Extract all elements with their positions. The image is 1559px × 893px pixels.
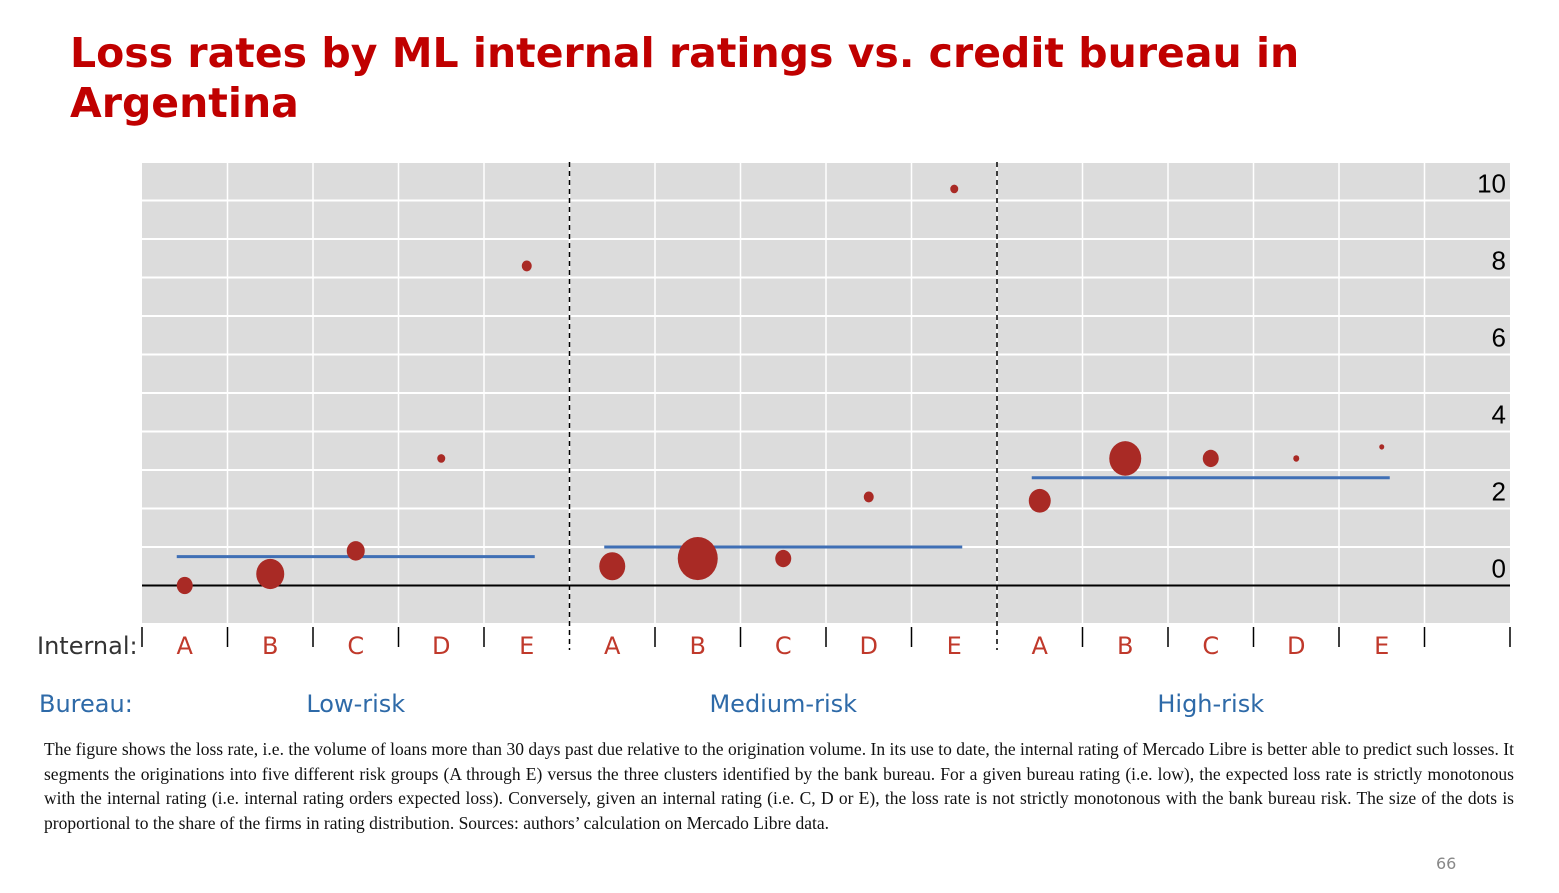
bureau-group-label: High-risk bbox=[1157, 690, 1264, 718]
data-point bbox=[775, 549, 792, 568]
y-tick-label: 6 bbox=[1492, 323, 1506, 353]
loss-rate-chart: 0 2 4 6 8 10 Internal: Bureau: A B C D E Low-risk A B C D… bbox=[37, 161, 1511, 718]
slide-title: Loss rates by ML internal ratings vs. cr… bbox=[70, 29, 1300, 127]
figure-note: The figure shows the loss rate, i.e. the… bbox=[44, 739, 1514, 833]
y-tick-label: 0 bbox=[1492, 554, 1506, 584]
plot-area bbox=[142, 161, 1510, 650]
x-tick-label: B bbox=[262, 632, 278, 660]
x-tick-label: E bbox=[947, 632, 962, 660]
y-tick-label: 2 bbox=[1492, 477, 1506, 507]
data-point bbox=[677, 536, 718, 581]
x-tick-label: C bbox=[1202, 632, 1219, 660]
data-point bbox=[1028, 488, 1051, 513]
data-point bbox=[1293, 455, 1300, 462]
internal-row-label: Internal: bbox=[37, 632, 138, 660]
x-tick-label: A bbox=[1032, 632, 1049, 660]
data-point bbox=[863, 491, 874, 503]
page-number: 66 bbox=[1436, 854, 1457, 873]
y-tick-label: 10 bbox=[1477, 169, 1506, 199]
data-point bbox=[256, 558, 285, 590]
x-tick-label: D bbox=[860, 632, 878, 660]
data-point bbox=[599, 552, 626, 581]
chart-marks bbox=[176, 184, 1390, 595]
x-tick-label: D bbox=[432, 632, 450, 660]
x-tick-label: B bbox=[1117, 632, 1133, 660]
bureau-row-label: Bureau: bbox=[39, 690, 133, 718]
x-tick-label: C bbox=[347, 632, 364, 660]
x-tick-label: B bbox=[690, 632, 706, 660]
x-tick-label: A bbox=[177, 632, 194, 660]
data-point bbox=[437, 454, 446, 463]
y-tick-label: 4 bbox=[1492, 400, 1506, 430]
x-tick-label: A bbox=[604, 632, 621, 660]
x-tick-label: D bbox=[1287, 632, 1305, 660]
data-point bbox=[950, 184, 959, 194]
bureau-group-label: Low-risk bbox=[306, 690, 405, 718]
x-tick-label: E bbox=[1374, 632, 1389, 660]
data-point bbox=[521, 260, 532, 272]
data-point bbox=[1109, 441, 1142, 476]
x-tick-label: E bbox=[519, 632, 534, 660]
y-tick-label: 8 bbox=[1492, 246, 1506, 276]
bureau-group-label: Medium-risk bbox=[709, 690, 857, 718]
data-point bbox=[346, 541, 365, 561]
chart-labels: 0 2 4 6 8 10 Internal: Bureau: A B C D E Low-risk A B C D… bbox=[37, 169, 1511, 718]
data-point bbox=[1202, 449, 1219, 468]
data-point bbox=[176, 576, 193, 595]
data-point bbox=[1379, 444, 1385, 450]
x-tick-label: C bbox=[775, 632, 792, 660]
